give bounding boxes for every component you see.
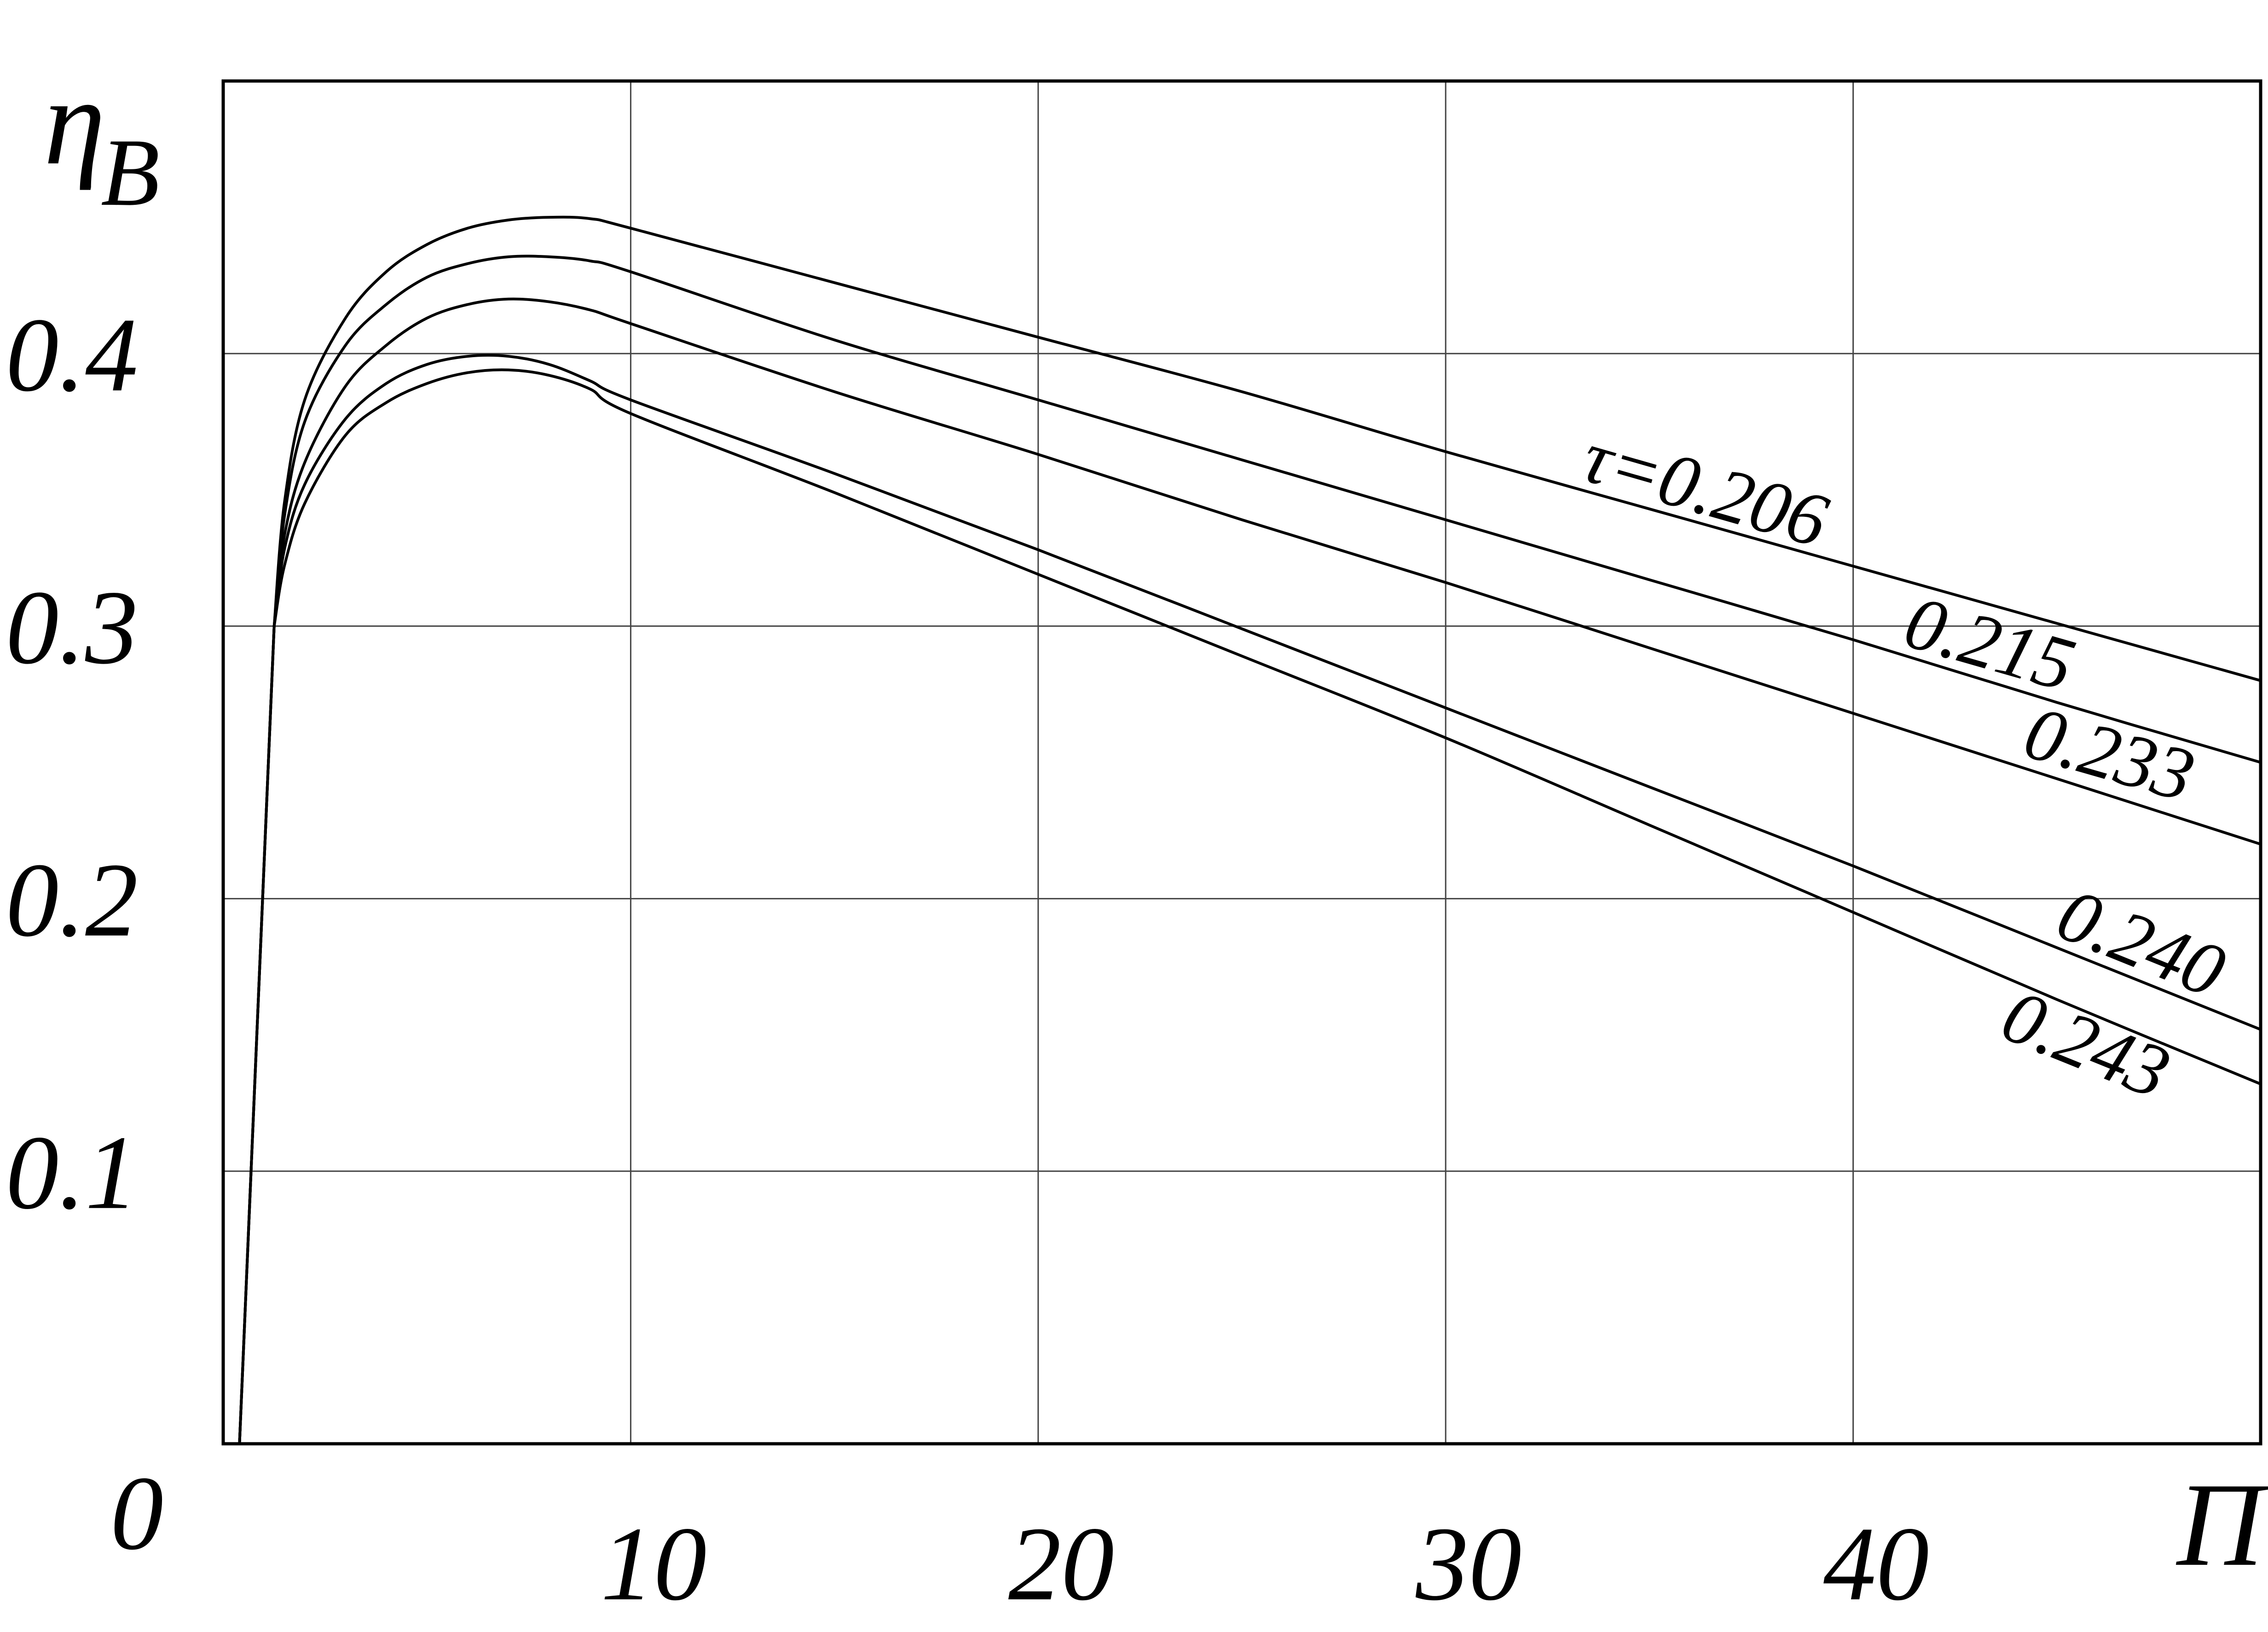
y-tick-label: 0.1 <box>6 1114 139 1231</box>
grid <box>223 81 2261 1444</box>
y-axis-label: ηB <box>44 53 160 226</box>
origin-label: 0 <box>110 1454 163 1572</box>
y-axis-label-subscript: B <box>101 119 160 226</box>
y-tick-label: 0.2 <box>6 841 139 959</box>
x-axis-label: Π <box>2175 1458 2268 1591</box>
x-tick-label: 30 <box>1415 1505 1522 1622</box>
x-tick-label: 10 <box>601 1505 706 1622</box>
y-tick-label: 0.3 <box>6 568 139 686</box>
y-axis-label-main: η <box>44 53 105 191</box>
series-line-3 <box>238 353 2262 1444</box>
plot-frame <box>221 79 2262 1446</box>
x-tick-label: 20 <box>1008 1505 1114 1622</box>
y-tick-label: 0.4 <box>6 296 139 413</box>
series-line-1 <box>238 255 2261 1444</box>
series-line-0 <box>238 215 2261 1444</box>
series-line-4 <box>238 368 2262 1444</box>
x-tick-label: 40 <box>1823 1505 1929 1622</box>
tick-labels: 10 20 30 40 0.1 0.2 0.3 0.4 <box>6 296 1929 1622</box>
series-line-2 <box>238 297 2261 1444</box>
series-group <box>238 215 2262 1444</box>
